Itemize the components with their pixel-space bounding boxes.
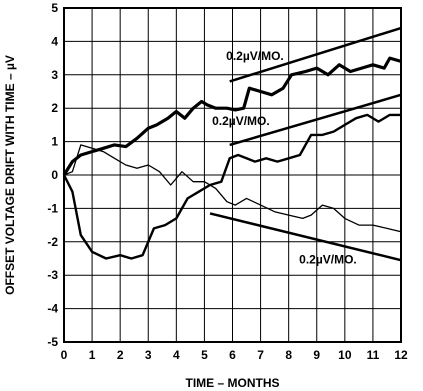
x-tick-label: 2 <box>117 348 124 362</box>
x-tick-labels: 0 1 2 3 4 5 6 7 8 9 10 11 12 <box>61 348 408 362</box>
y-tick-label: 1 <box>51 135 58 149</box>
slope-reference-line <box>229 93 402 147</box>
y-tick-label: 3 <box>51 68 58 82</box>
series-lines <box>62 56 402 260</box>
y-tick-label: -1 <box>47 201 58 215</box>
y-tick-label: -3 <box>47 268 58 282</box>
x-tick-label: 6 <box>229 348 236 362</box>
slope-annotation: 0.2µV/MO. <box>212 114 270 128</box>
x-tick-label: 9 <box>313 348 320 362</box>
slope-reference-line <box>209 212 402 262</box>
x-axis-title: TIME – MONTHS <box>185 376 279 390</box>
series-line <box>62 113 401 260</box>
slope-reference-lines <box>209 26 402 262</box>
y-axis-title: OFFSET VOLTAGE DRIFT WITH TIME – µV <box>3 55 17 295</box>
plot-frame <box>63 7 402 343</box>
slope-annotation: 0.2µV/MO. <box>226 49 284 63</box>
x-tick-label: 10 <box>338 348 352 362</box>
x-tick-label: 1 <box>89 348 96 362</box>
x-tick-label: 8 <box>285 348 292 362</box>
x-tick-label: 11 <box>367 348 380 362</box>
y-tick-label: -4 <box>47 302 58 316</box>
x-tick-label: 7 <box>257 348 264 362</box>
series-line <box>62 56 402 176</box>
y-tick-labels: 5 4 3 2 1 0 -1 -2 -3 -4 -5 <box>47 1 58 349</box>
x-tick-label: 5 <box>201 348 208 362</box>
y-tick-label: -5 <box>47 335 58 349</box>
x-tick-label: 4 <box>173 348 180 362</box>
x-tick-label: 3 <box>145 348 152 362</box>
slope-reference-line <box>229 26 402 83</box>
slope-annotation: 0.2µV/MO. <box>299 253 357 267</box>
y-tick-label: 4 <box>51 34 58 48</box>
annotations: 0.2µV/MO. 0.2µV/MO. 0.2µV/MO. <box>212 49 357 267</box>
series-line <box>63 144 402 233</box>
y-tick-label: 2 <box>51 101 58 115</box>
y-tick-label: 0 <box>51 168 58 182</box>
y-tick-label: -2 <box>47 235 58 249</box>
x-tick-label: 0 <box>61 348 68 362</box>
y-tick-label: 5 <box>51 1 58 15</box>
x-tick-label: 12 <box>394 348 408 362</box>
